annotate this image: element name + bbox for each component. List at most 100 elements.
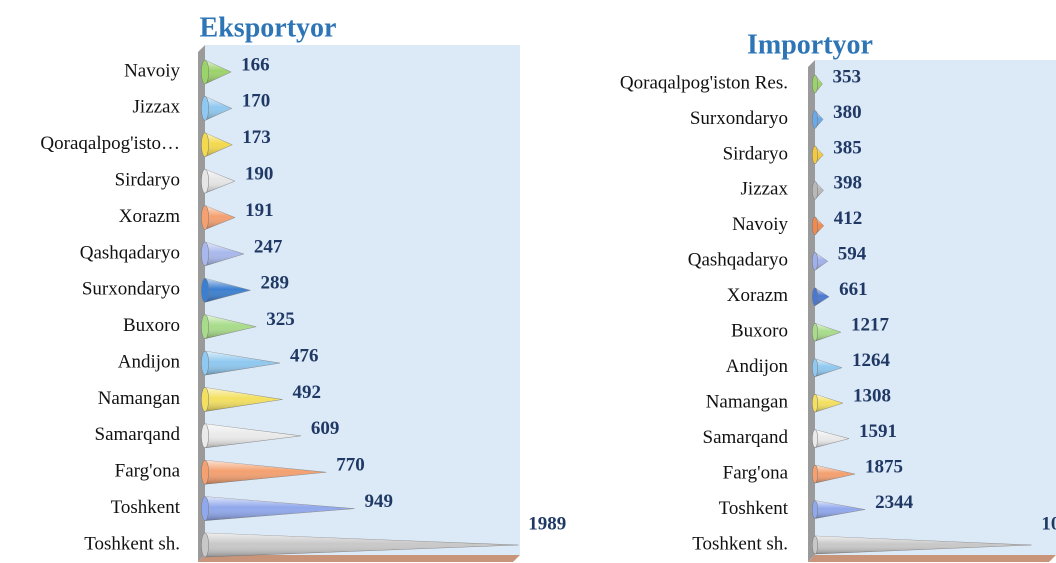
- value-label: 1217: [851, 315, 890, 336]
- category-label: Surxondaryo: [82, 279, 180, 300]
- cone: [201, 132, 233, 158]
- category-label: Jizzax: [741, 179, 789, 200]
- cone: [201, 277, 252, 303]
- cone-part: [205, 132, 233, 157]
- side-wall: [808, 60, 815, 562]
- cone-part: [201, 59, 209, 85]
- value-label: 325: [266, 309, 295, 330]
- value-label: 191: [245, 200, 274, 221]
- value-label: 380: [833, 102, 862, 123]
- cone: [812, 535, 1032, 555]
- value-label: 661: [839, 279, 868, 300]
- category-label: Andijon: [118, 351, 181, 372]
- category-label: Sirdaryo: [115, 170, 180, 191]
- value-label: 10128: [1041, 513, 1056, 534]
- cone-part: [812, 322, 818, 342]
- cone-part: [815, 536, 1032, 554]
- category-label: Qoraqalpog'iston Res.: [620, 72, 788, 93]
- cone-part: [201, 350, 209, 376]
- category-label: Qashqadaryo: [80, 242, 180, 263]
- cone-part: [812, 429, 818, 448]
- cone: [201, 205, 236, 230]
- value-label: 166: [241, 54, 270, 75]
- category-label: Namangan: [706, 392, 789, 413]
- cone: [812, 464, 856, 484]
- value-label: 190: [245, 164, 273, 185]
- value-label: 1875: [865, 456, 903, 477]
- category-label: Farg'ona: [115, 461, 181, 482]
- category-label: Farg'ona: [723, 462, 789, 483]
- cone-part: [815, 252, 828, 271]
- cone: [812, 393, 844, 413]
- cone: [812, 180, 824, 201]
- floor: [808, 555, 1056, 562]
- cone-part: [201, 496, 209, 521]
- cone-part: [205, 460, 327, 485]
- cone-part: [815, 394, 843, 413]
- cone-part: [205, 314, 257, 339]
- cone: [812, 287, 830, 307]
- cone-part: [201, 96, 209, 121]
- value-label: 594: [838, 244, 867, 265]
- cone: [201, 350, 281, 376]
- cone-part: [815, 500, 866, 519]
- cone-part: [205, 351, 280, 376]
- cone-part: [812, 110, 818, 129]
- cone-part: [205, 241, 244, 266]
- cone: [812, 429, 850, 448]
- side-wall: [198, 45, 205, 562]
- cone-part: [815, 323, 841, 342]
- cone: [201, 314, 257, 340]
- category-label: Xorazm: [727, 285, 788, 306]
- category-label: Namangan: [98, 388, 181, 409]
- cone-part: [812, 145, 818, 165]
- category-label: Jizzax: [133, 97, 181, 118]
- cone: [201, 95, 233, 121]
- category-label: Qoraqalpog'isto…: [40, 133, 180, 154]
- cone-part: [205, 496, 355, 521]
- plot-wall: [815, 60, 1056, 555]
- value-label: 1308: [853, 386, 891, 407]
- cone-part: [201, 132, 209, 158]
- category-label: Toshkent sh.: [692, 533, 788, 554]
- cone: [201, 241, 245, 267]
- cone-part: [812, 216, 818, 236]
- cone: [812, 216, 825, 236]
- cone-part: [812, 535, 818, 555]
- value-label: 1591: [859, 421, 897, 442]
- cone-part: [205, 533, 519, 557]
- category-label: Surxondaryo: [690, 108, 788, 129]
- value-label: 173: [242, 127, 271, 148]
- cone-part: [201, 532, 209, 558]
- chart-title: Eksportyor: [200, 12, 337, 43]
- cone-part: [201, 278, 209, 303]
- cone-part: [812, 252, 818, 271]
- cone-part: [201, 168, 209, 194]
- cone: [812, 500, 866, 519]
- cone-part: [205, 278, 251, 303]
- value-label: 353: [833, 66, 862, 87]
- value-label: 2344: [875, 492, 914, 513]
- cone-part: [205, 387, 283, 412]
- category-label: Sirdaryo: [723, 143, 788, 164]
- cone-part: [205, 60, 232, 84]
- cone-part: [812, 287, 818, 307]
- cone: [201, 423, 301, 449]
- cone-part: [812, 393, 818, 413]
- value-label: 247: [254, 236, 283, 257]
- cone-part: [201, 205, 209, 230]
- cone-part: [205, 169, 235, 194]
- chart-title: Importyor: [747, 29, 873, 60]
- cone: [201, 168, 236, 194]
- cone-part: [201, 459, 209, 485]
- value-label: 385: [833, 137, 862, 158]
- cone-part: [201, 241, 209, 267]
- cone-part: [812, 358, 818, 377]
- cone-part: [812, 500, 818, 519]
- value-label: 398: [834, 173, 863, 194]
- floor: [198, 555, 520, 562]
- category-label: Toshkent: [719, 498, 789, 519]
- value-label: 412: [834, 208, 863, 229]
- value-label: 289: [261, 273, 290, 294]
- cone-part: [815, 429, 849, 448]
